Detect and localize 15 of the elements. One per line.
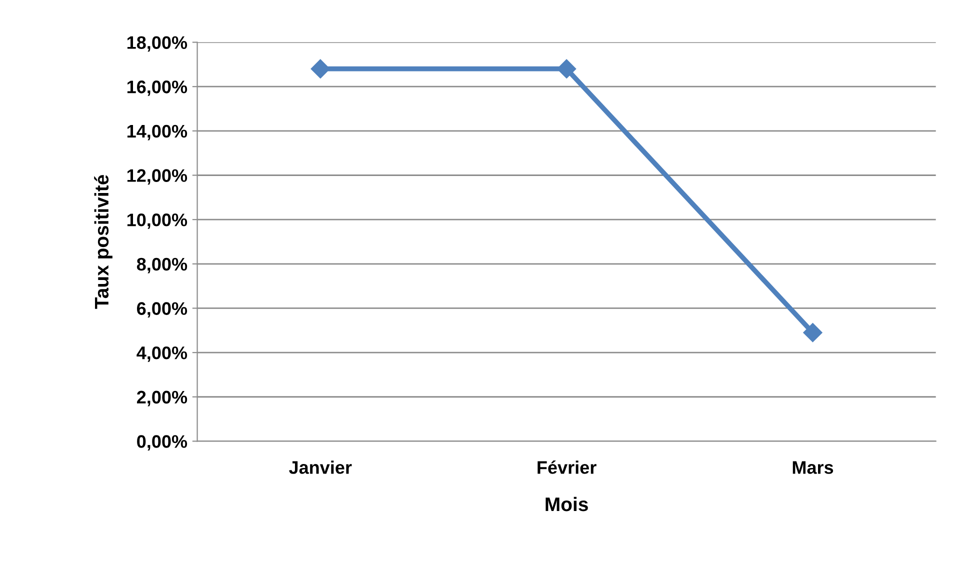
y-tick-label: 14,00% [127,124,188,140]
y-tick-label: 12,00% [127,169,188,185]
y-tick-label: 0,00% [137,435,188,451]
y-axis-title: Taux positivité [94,175,112,309]
x-tick-label: Mars [792,461,834,474]
y-tick-label: 10,00% [127,214,188,229]
x-tick-label: Janvier [289,460,352,474]
y-tick-label: 2,00% [136,390,188,406]
y-tick-label: 8,00% [136,258,188,274]
y-tick-label: 6,00% [137,302,188,318]
y-tick-label: 4,00% [136,346,188,362]
x-axis-title: Mois [546,496,588,512]
y-tick-label: 18,00% [127,36,188,52]
x-tick-label: Février [538,460,596,474]
y-tick-label: 16,00% [127,80,188,96]
